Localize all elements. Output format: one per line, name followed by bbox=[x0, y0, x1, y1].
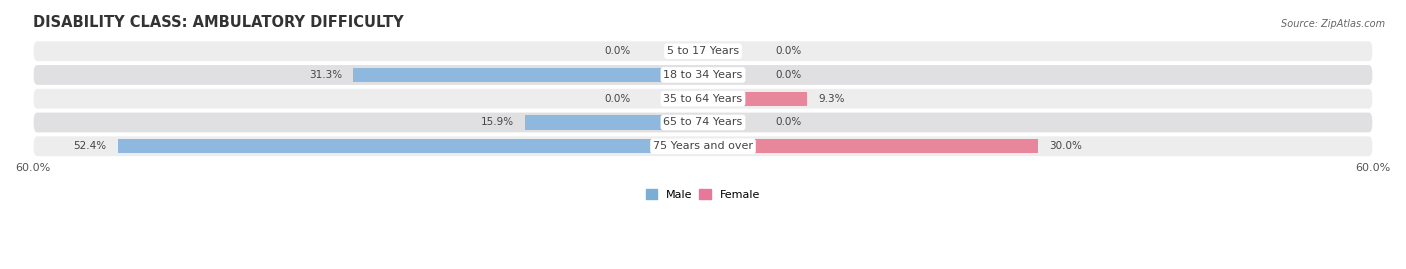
FancyBboxPatch shape bbox=[32, 135, 1374, 157]
FancyBboxPatch shape bbox=[32, 112, 1374, 133]
Text: 18 to 34 Years: 18 to 34 Years bbox=[664, 70, 742, 80]
Bar bbox=[703, 91, 807, 106]
Text: 5 to 17 Years: 5 to 17 Years bbox=[666, 46, 740, 56]
Text: 75 Years and over: 75 Years and over bbox=[652, 141, 754, 151]
Text: 65 to 74 Years: 65 to 74 Years bbox=[664, 118, 742, 128]
Text: 0.0%: 0.0% bbox=[605, 94, 630, 104]
FancyBboxPatch shape bbox=[32, 64, 1374, 86]
Text: Source: ZipAtlas.com: Source: ZipAtlas.com bbox=[1281, 19, 1385, 29]
Text: 35 to 64 Years: 35 to 64 Years bbox=[664, 94, 742, 104]
Text: 9.3%: 9.3% bbox=[818, 94, 845, 104]
Text: 0.0%: 0.0% bbox=[776, 118, 801, 128]
Text: 52.4%: 52.4% bbox=[73, 141, 107, 151]
Text: 30.0%: 30.0% bbox=[1049, 141, 1083, 151]
Bar bbox=[118, 139, 703, 153]
Text: DISABILITY CLASS: AMBULATORY DIFFICULTY: DISABILITY CLASS: AMBULATORY DIFFICULTY bbox=[32, 15, 404, 30]
Text: 15.9%: 15.9% bbox=[481, 118, 515, 128]
Bar bbox=[353, 68, 703, 82]
Text: 0.0%: 0.0% bbox=[605, 46, 630, 56]
Text: 0.0%: 0.0% bbox=[776, 46, 801, 56]
Text: 0.0%: 0.0% bbox=[776, 70, 801, 80]
FancyBboxPatch shape bbox=[32, 88, 1374, 110]
Text: 31.3%: 31.3% bbox=[309, 70, 342, 80]
Bar bbox=[526, 115, 703, 130]
FancyBboxPatch shape bbox=[32, 40, 1374, 62]
Bar bbox=[703, 139, 1038, 153]
Legend: Male, Female: Male, Female bbox=[647, 189, 759, 200]
